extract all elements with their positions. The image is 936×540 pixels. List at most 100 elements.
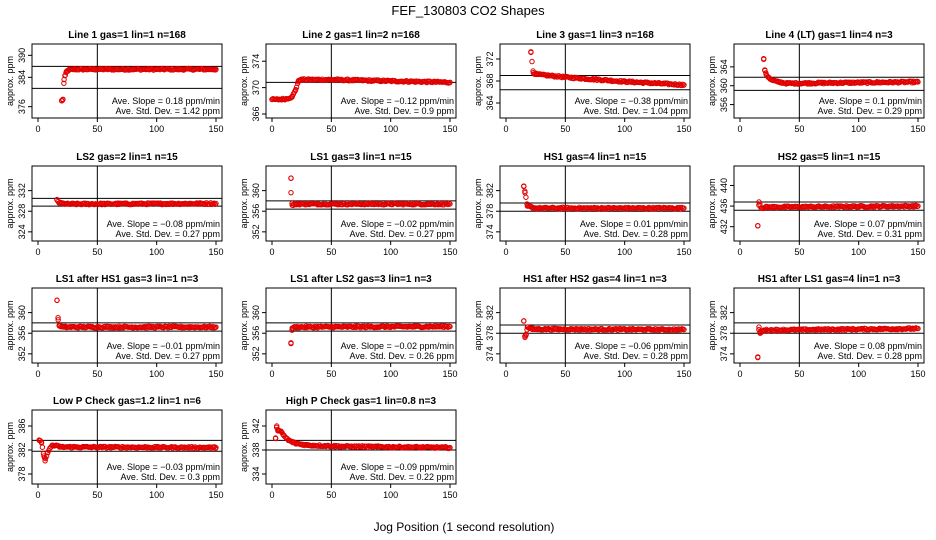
data-point <box>521 318 527 324</box>
panel-plot-area <box>266 288 456 363</box>
data-point <box>523 332 529 339</box>
x-tick-label: 0 <box>269 490 274 500</box>
panel-frame <box>265 165 457 242</box>
data-point <box>756 199 762 205</box>
data-point <box>445 324 451 330</box>
x-tick-label: 100 <box>149 490 164 500</box>
panel: High P Check gas=1 lin=0.8 n=3 0 50 100 150 3… <box>239 396 458 500</box>
stat-slope: Ave. Slope = −0.09 ppm/min <box>341 462 454 472</box>
data-point <box>60 97 66 103</box>
data-point <box>43 453 50 459</box>
panel: HS1 gas=4 lin=1 n=15 0 50 100 150 374 378 382ap… <box>473 152 692 257</box>
stat-std-dev: Ave. Std. Dev. = 0.22 ppm <box>350 472 454 482</box>
panel-title: High P Check gas=1 lin=0.8 n=3 <box>286 396 437 407</box>
data-point <box>55 317 61 323</box>
panel: HS1 after LS1 gas=4 lin=1 n=3 0 50 100 150 37… <box>707 274 926 379</box>
stat-slope: Ave. Slope = −0.38 ppm/min <box>575 96 688 106</box>
panel-plot-area <box>32 288 222 363</box>
panel-plot-area <box>32 410 222 484</box>
data-point <box>38 439 45 445</box>
y-tick-label: 376 <box>17 99 27 114</box>
x-tick-label: 50 <box>560 247 570 257</box>
x-tick-label: 50 <box>794 247 804 257</box>
panel: Low P Check gas=1.2 lin=1 n=6 0 50 100 150 37… <box>5 396 224 500</box>
panel-frame <box>265 287 457 364</box>
panel-frame <box>733 287 925 364</box>
panel: Line 1 gas=1 lin=1 n=168 0 50 100 150 376 384 3… <box>5 30 224 134</box>
x-tick-label: 100 <box>383 490 398 500</box>
x-tick-label: 100 <box>149 124 164 134</box>
data-point <box>212 67 219 73</box>
panel-plot-area <box>734 44 924 118</box>
panel-title: Line 2 gas=1 lin=2 n=168 <box>302 30 420 41</box>
data-point <box>679 81 686 88</box>
panel-plot-area <box>32 166 222 241</box>
x-tick-label: 100 <box>383 124 398 134</box>
panels: Line 1 gas=1 lin=1 n=168 0 50 100 150 376 384 3… <box>5 30 926 500</box>
panel-plot-area <box>266 166 456 241</box>
data-point <box>211 200 217 206</box>
y-tick-label: 374 <box>485 346 495 361</box>
data-point <box>679 204 685 211</box>
panel: LS1 after LS2 gas=3 lin=1 n=3 0 50 100 150 35… <box>239 274 458 379</box>
data-point <box>523 194 529 200</box>
y-tick-label: 382 <box>485 305 495 320</box>
panel-title: LS1 after LS2 gas=3 lin=1 n=3 <box>290 274 432 285</box>
x-tick-label: 50 <box>560 369 570 379</box>
x-tick-label: 0 <box>35 247 40 257</box>
data-point <box>61 80 67 86</box>
x-tick-label: 150 <box>208 247 223 257</box>
x-tick-label: 100 <box>617 369 632 379</box>
data-point <box>55 314 61 321</box>
panel-title: Line 1 gas=1 lin=1 n=168 <box>68 30 186 41</box>
panel-plot-area <box>266 44 456 118</box>
data-point <box>292 87 299 94</box>
y-axis-label: approx. ppm <box>5 178 15 228</box>
panel-frame <box>31 165 223 242</box>
data-point <box>756 324 762 330</box>
panel-plot-area <box>500 166 690 241</box>
stat-slope: Ave. Slope = −0.01 ppm/min <box>107 341 220 351</box>
panel: HS1 after HS2 gas=4 lin=1 n=3 0 50 100 150 37… <box>473 274 692 379</box>
y-tick-label: 360 <box>251 305 261 320</box>
data-point <box>209 324 215 331</box>
panel: Line 4 (LT) gas=1 lin=4 n=3 0 50 100 150 356 3… <box>707 30 926 134</box>
y-axis-label: approx. ppm <box>5 422 15 472</box>
panel: Line 3 gas=1 lin=3 n=168 0 50 100 150 364 368 3… <box>473 30 692 134</box>
y-tick-label: 352 <box>17 346 27 361</box>
stat-slope: Ave. Slope = −0.06 ppm/min <box>575 341 688 351</box>
panel: LS1 gas=3 lin=1 n=15 0 50 100 150 352 356 360ap… <box>239 152 458 257</box>
x-tick-label: 50 <box>326 247 336 257</box>
x-tick-label: 50 <box>326 490 336 500</box>
data-point <box>212 445 219 452</box>
x-tick-label: 150 <box>208 490 223 500</box>
x-tick-label: 150 <box>676 124 691 134</box>
x-tick-label: 50 <box>560 124 570 134</box>
panel-plot-area <box>500 288 690 363</box>
y-tick-label: 382 <box>719 305 729 320</box>
data-point <box>755 354 761 361</box>
y-tick-label: 360 <box>251 183 261 198</box>
data-point <box>762 67 768 73</box>
stat-slope: Ave. Slope = 0.08 ppm/min <box>814 341 922 351</box>
panel: HS2 gas=5 lin=1 n=15 0 50 100 150 432 436 440ap… <box>707 152 926 257</box>
x-tick-label: 0 <box>737 124 742 134</box>
y-tick-label: 390 <box>17 48 27 63</box>
x-tick-label: 150 <box>910 369 925 379</box>
panel: Line 2 gas=1 lin=2 n=168 0 50 100 150 366 370 3… <box>239 30 458 134</box>
data-point <box>677 204 683 211</box>
y-axis-label: approx. ppm <box>239 178 249 228</box>
y-tick-label: 378 <box>485 204 495 219</box>
stat-slope: Ave. Slope = −0.02 ppm/min <box>341 341 454 351</box>
data-point <box>445 201 451 208</box>
x-tick-label: 150 <box>442 490 457 500</box>
x-tick-label: 50 <box>326 369 336 379</box>
stat-std-dev: Ave. Std. Dev. = 0.28 ppm <box>818 351 922 361</box>
data-point <box>446 323 452 330</box>
panel-title: LS2 gas=2 lin=1 n=15 <box>76 152 178 163</box>
data-point <box>678 82 685 89</box>
x-tick-label: 100 <box>383 369 398 379</box>
data-point <box>914 325 920 332</box>
y-axis-label: approx. ppm <box>5 56 15 106</box>
data-point <box>272 435 279 442</box>
